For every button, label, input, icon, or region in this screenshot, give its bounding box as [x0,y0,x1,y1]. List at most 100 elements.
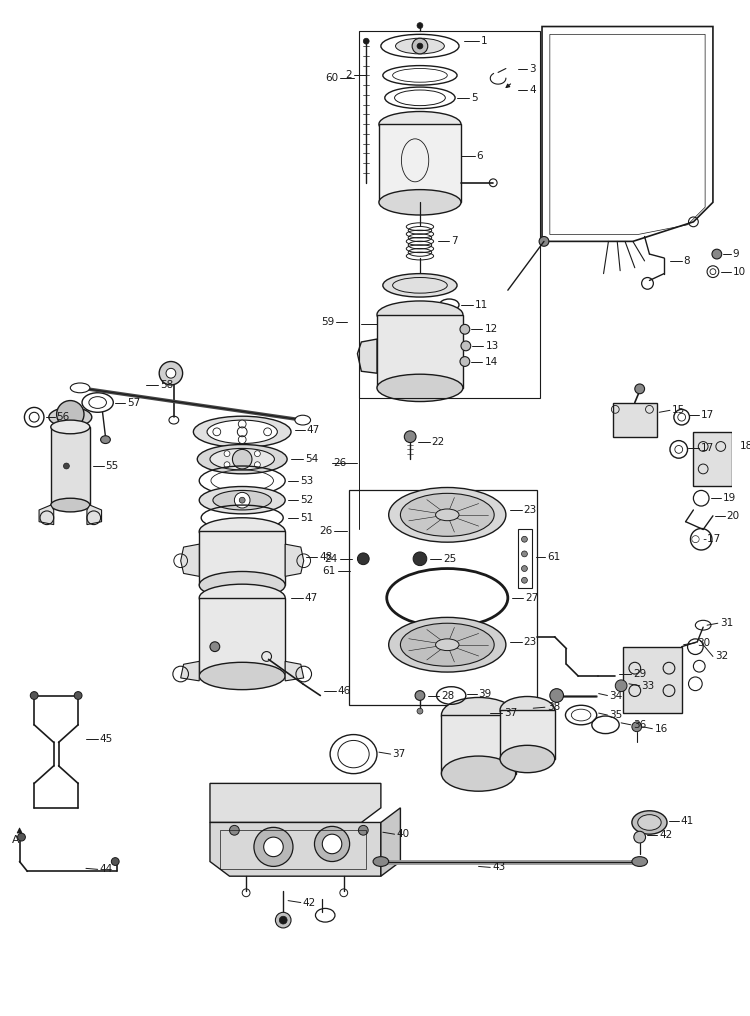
Ellipse shape [379,190,461,215]
Text: 40: 40 [397,829,410,839]
Ellipse shape [395,39,444,54]
Circle shape [230,825,239,835]
Ellipse shape [194,417,291,447]
Text: ○ -17: ○ -17 [692,534,721,545]
Bar [518,529,532,588]
Ellipse shape [388,618,506,672]
Text: 17: 17 [701,443,715,453]
Circle shape [521,577,527,583]
Text: 2: 2 [345,70,352,80]
Bar [442,715,516,773]
Ellipse shape [632,856,647,867]
Text: 57: 57 [127,397,140,407]
Ellipse shape [381,35,459,58]
Bar [200,597,285,676]
Polygon shape [87,505,101,524]
Text: 41: 41 [681,816,694,826]
Circle shape [358,553,369,565]
Circle shape [210,642,220,651]
Bar [623,646,682,713]
Ellipse shape [385,87,455,109]
Text: 34: 34 [610,691,622,700]
Circle shape [413,39,428,54]
Circle shape [235,493,250,508]
Ellipse shape [197,445,287,473]
Text: 35: 35 [610,710,622,720]
Circle shape [632,722,642,732]
Ellipse shape [200,571,285,598]
Text: 29: 29 [633,669,646,679]
Ellipse shape [400,623,494,666]
Text: 28: 28 [442,691,454,700]
Circle shape [17,833,26,841]
Text: 7: 7 [452,237,458,247]
Bar [349,491,537,705]
Polygon shape [210,823,381,876]
Circle shape [322,834,342,853]
Ellipse shape [213,491,272,510]
Text: 27: 27 [526,593,538,602]
Text: 4: 4 [530,85,536,96]
Circle shape [30,692,38,699]
Circle shape [615,680,627,692]
Circle shape [74,692,82,699]
Polygon shape [381,808,400,876]
Ellipse shape [200,662,285,690]
Circle shape [404,431,416,443]
Text: 3: 3 [530,64,536,73]
Circle shape [159,362,183,385]
Ellipse shape [200,584,285,612]
Ellipse shape [210,448,274,470]
Ellipse shape [382,66,457,85]
Circle shape [460,324,470,334]
Circle shape [550,689,563,702]
Circle shape [224,461,230,467]
Text: 26: 26 [334,458,346,468]
Text: 23: 23 [524,637,537,647]
Text: 43: 43 [492,863,506,873]
Text: 47: 47 [307,425,320,435]
Text: 10: 10 [733,266,746,276]
Text: 58: 58 [160,380,173,390]
Text: 32: 32 [715,651,728,661]
Circle shape [64,463,69,469]
Bar [220,830,366,870]
Text: 53: 53 [300,475,313,486]
Bar [51,427,90,505]
Ellipse shape [500,746,555,772]
Text: 61: 61 [547,552,560,562]
Ellipse shape [500,697,555,723]
Text: 13: 13 [485,341,499,351]
Circle shape [539,237,549,246]
Text: 25: 25 [443,554,457,564]
Text: 38: 38 [547,702,560,712]
Circle shape [417,43,423,49]
Bar [359,31,540,397]
Text: 1: 1 [481,37,487,46]
Circle shape [521,536,527,543]
Polygon shape [39,505,54,524]
Text: 36: 36 [633,719,646,729]
Text: 20: 20 [727,511,740,521]
Bar [379,124,461,202]
Circle shape [264,428,272,436]
Text: 59: 59 [321,317,334,327]
Text: 37: 37 [392,749,406,759]
Text: 19: 19 [723,493,736,503]
Circle shape [264,837,284,856]
Text: 56: 56 [57,412,70,423]
Text: 15: 15 [672,405,686,416]
Circle shape [461,341,471,351]
Text: 18: 18 [740,442,750,451]
Circle shape [111,858,119,866]
Circle shape [417,708,423,714]
Text: 42: 42 [659,830,673,840]
Text: 54: 54 [304,454,318,464]
Circle shape [57,400,84,428]
Circle shape [712,249,722,259]
Text: 22: 22 [432,437,445,447]
Polygon shape [181,545,200,576]
Text: 48: 48 [320,552,332,562]
Circle shape [213,428,220,436]
Polygon shape [285,661,304,681]
